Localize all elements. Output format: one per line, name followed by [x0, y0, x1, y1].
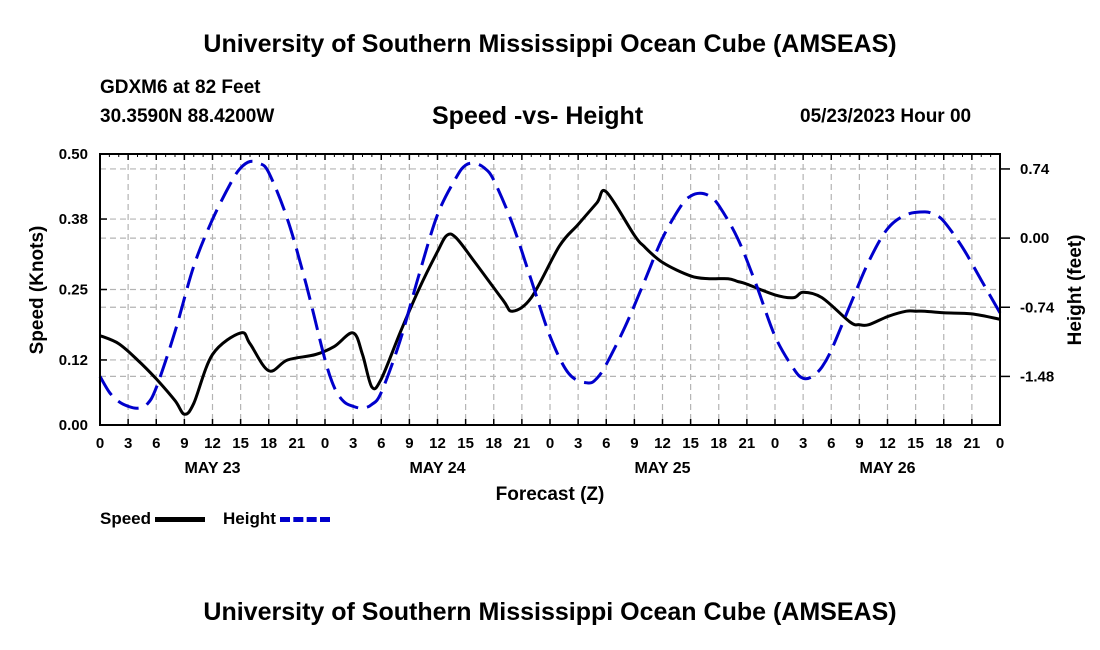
x-tick-label: 6 — [602, 435, 610, 452]
series-line-height — [98, 159, 1002, 410]
station-label: GDXM6 at 82 Feet — [100, 77, 261, 98]
x-tick-label: 21 — [289, 435, 306, 452]
x-tick-label: 21 — [739, 435, 756, 452]
legend-item-height: Height — [223, 509, 330, 529]
x-tick-label: 6 — [827, 435, 835, 452]
x-tick-label: 3 — [124, 435, 132, 452]
x-tick-label: 0 — [771, 435, 779, 452]
x-tick-label: 12 — [654, 435, 671, 452]
day-label: MAY 24 — [409, 460, 465, 477]
x-axis-label: Forecast (Z) — [496, 484, 605, 505]
x-tick-label: 15 — [907, 435, 924, 452]
x-tick-label: 18 — [935, 435, 952, 452]
x-tick-label: 9 — [405, 435, 413, 452]
plot-frame — [99, 153, 1001, 426]
legend-speed-swatch — [155, 516, 206, 522]
x-tick-label: 0 — [96, 435, 104, 452]
day-label: MAY 25 — [634, 460, 690, 477]
chart-subtitle: Speed -vs- Height — [432, 102, 644, 130]
x-tick-label: 6 — [152, 435, 160, 452]
footer-title: University of Southern Mississippi Ocean… — [203, 598, 897, 626]
x-tick-label: 3 — [349, 435, 357, 452]
x-tick-label: 0 — [321, 435, 329, 452]
y-tick-label: 0.12 — [59, 352, 88, 369]
x-tick-label: 21 — [514, 435, 531, 452]
x-tick-label: 9 — [630, 435, 638, 452]
x-tick-label: 15 — [232, 435, 249, 452]
x-tick-label: 15 — [682, 435, 699, 452]
legend-height-label: Height — [223, 509, 276, 528]
y2-tick-label: -0.74 — [1020, 299, 1055, 316]
grid — [100, 154, 1000, 425]
x-tick-label: 0 — [996, 435, 1004, 452]
legend-speed-label: Speed — [100, 509, 152, 528]
y-tick-label: 0.00 — [59, 417, 88, 434]
y-tick-label: 0.38 — [59, 211, 88, 228]
x-tick-label: 9 — [855, 435, 863, 452]
axis-labels: 0 3 6 9 12 15 18 21 0 3 6 9 12 15 18 21 0 3 6 9 12 15 18 21 0 3 6 9… — [59, 146, 1055, 477]
x-tick-label: 15 — [457, 435, 474, 452]
x-tick-label: 18 — [260, 435, 277, 452]
y2-axis-label: Height (feet) — [1065, 235, 1086, 346]
day-label: MAY 23 — [184, 460, 240, 477]
day-label: MAY 26 — [859, 460, 915, 477]
x-tick-label: 3 — [799, 435, 807, 452]
x-tick-label: 18 — [485, 435, 502, 452]
x-tick-label: 18 — [710, 435, 727, 452]
y2-tick-label: 0.74 — [1020, 161, 1050, 178]
legend: Speed Height — [100, 509, 348, 529]
legend-item-speed: Speed — [100, 509, 206, 529]
y-tick-label: 0.50 — [59, 146, 88, 163]
x-tick-label: 9 — [180, 435, 188, 452]
y2-tick-label: 0.00 — [1020, 230, 1049, 247]
forecast-datestamp: 05/23/2023 Hour 00 — [800, 106, 972, 127]
y2-tick-label: -1.48 — [1020, 368, 1054, 385]
x-tick-label: 0 — [546, 435, 554, 452]
x-tick-label: 3 — [574, 435, 582, 452]
y-axis-label: Speed (Knots) — [27, 226, 48, 355]
coordinates-label: 30.3590N 88.4200W — [100, 106, 275, 127]
series-layer — [98, 159, 1002, 416]
x-tick-label: 12 — [429, 435, 446, 452]
chart-title: University of Southern Mississippi Ocean… — [203, 30, 897, 58]
x-tick-label: 12 — [879, 435, 896, 452]
x-tick-label: 12 — [204, 435, 221, 452]
series-line-speed — [99, 189, 1001, 416]
x-tick-label: 21 — [964, 435, 981, 452]
legend-height-swatch — [279, 516, 330, 522]
x-tick-label: 6 — [377, 435, 385, 452]
y-tick-label: 0.25 — [59, 282, 88, 299]
